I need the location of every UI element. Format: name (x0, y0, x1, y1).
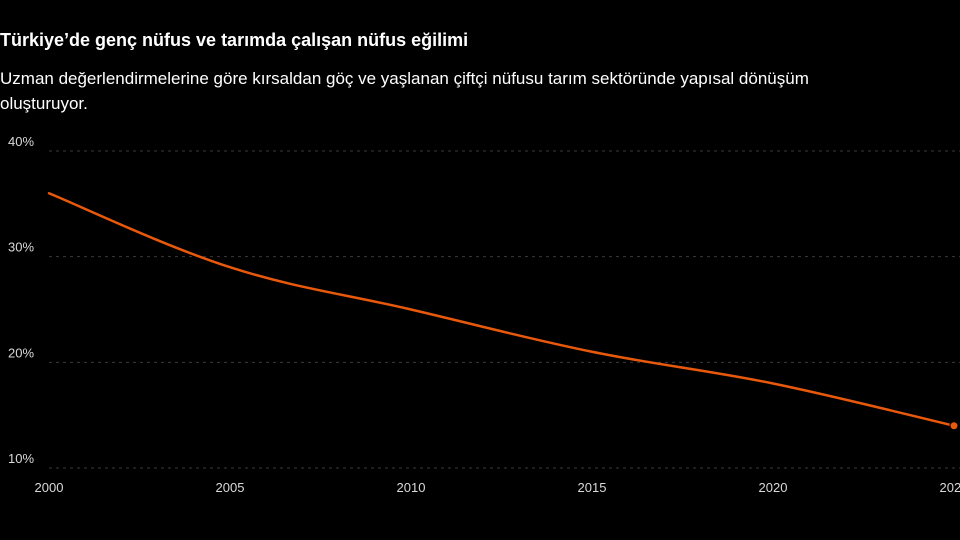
x-axis-ticks: 2000 2005 2010 2015 2020 2025 (35, 480, 960, 495)
x-tick-label: 2005 (216, 480, 245, 495)
x-tick-label: 2010 (397, 480, 426, 495)
end-point-marker (949, 421, 959, 431)
series-line (47, 192, 956, 427)
chart-subtitle: Uzman değerlendirmelerine göre kırsaldan… (0, 69, 809, 113)
gridlines (49, 150, 960, 469)
y-tick-label: 40% (8, 134, 34, 149)
y-tick-label: 20% (8, 345, 34, 360)
x-tick-label: 2020 (759, 480, 788, 495)
series-layer (47, 192, 959, 431)
chart-title: Türkiye’de genç nüfus ve tarımda çalışan… (0, 30, 469, 50)
x-tick-label: 2000 (35, 480, 64, 495)
x-tick-label: 2015 (578, 480, 607, 495)
y-axis-ticks: 10% 20% 30% 40% (8, 134, 34, 466)
x-tick-label: 2025 (940, 480, 960, 495)
y-tick-label: 10% (8, 451, 34, 466)
y-tick-label: 30% (8, 240, 34, 255)
